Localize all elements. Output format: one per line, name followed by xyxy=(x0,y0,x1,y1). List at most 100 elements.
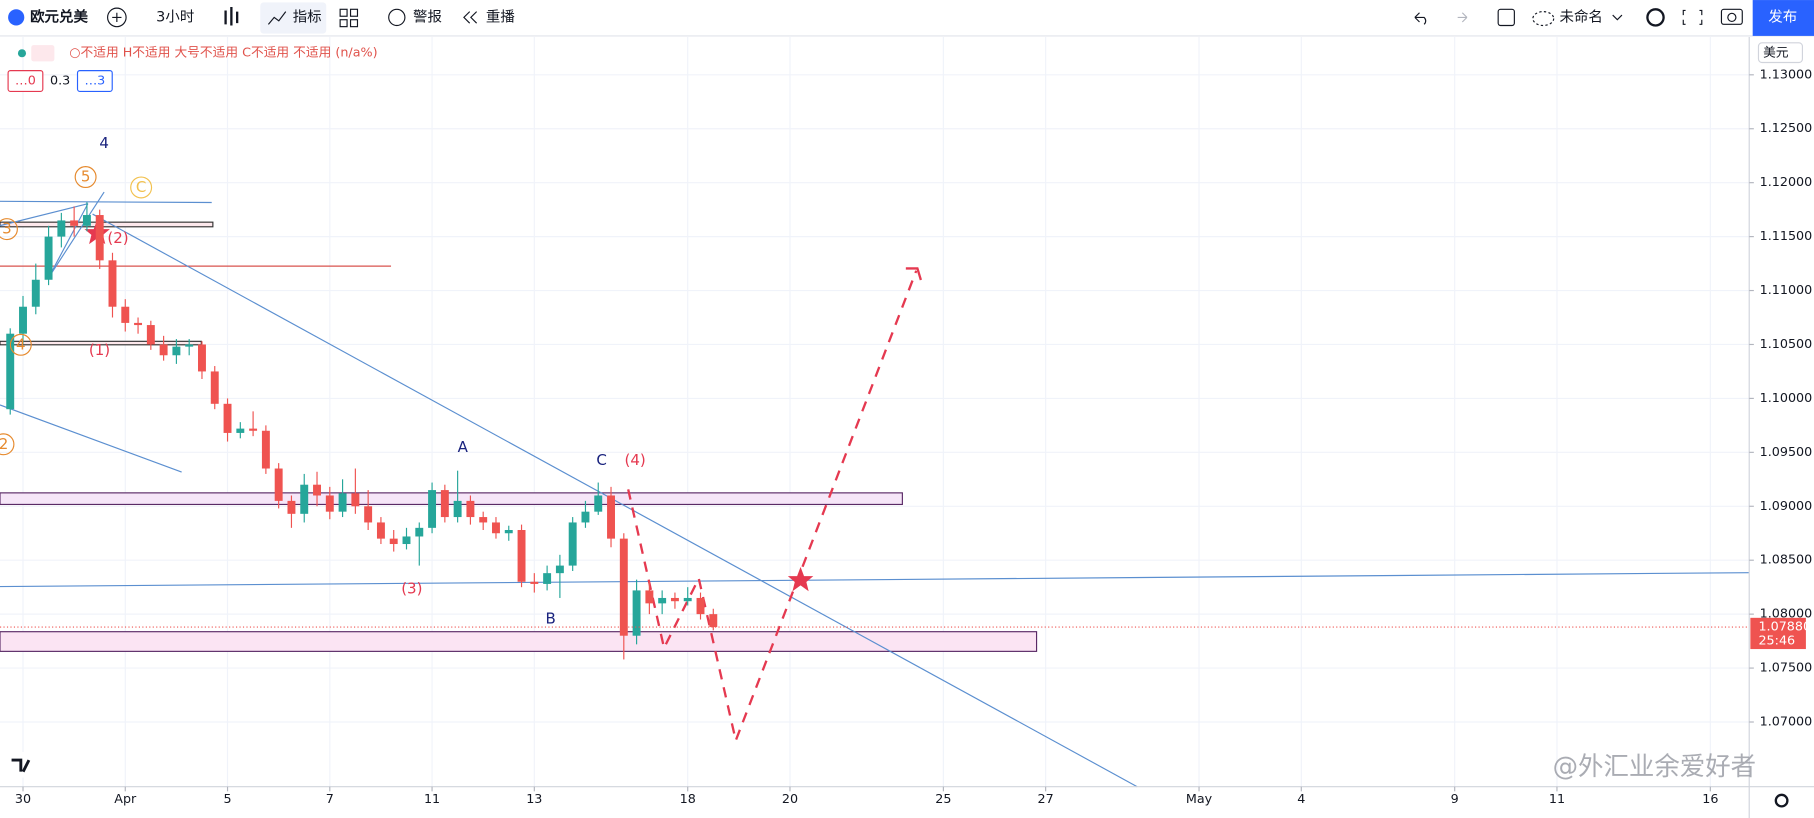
input-box[interactable] xyxy=(76,70,113,93)
candle-body xyxy=(249,428,258,431)
replay[interactable]: 重播 xyxy=(486,8,515,25)
fullscreen[interactable] xyxy=(1682,9,1703,25)
candle-body xyxy=(530,581,539,584)
indicators-icon xyxy=(267,11,287,25)
wave-label: (2) xyxy=(107,229,128,247)
candle-body xyxy=(594,495,603,512)
candle-body xyxy=(300,484,309,514)
candle-body xyxy=(428,490,437,528)
candle-body xyxy=(440,490,449,518)
y-tick-label: 1.12000 xyxy=(1760,174,1813,189)
candle-body xyxy=(185,344,194,347)
dropdown[interactable] xyxy=(1612,14,1623,21)
wave-circle xyxy=(9,333,32,356)
unit-button[interactable] xyxy=(1757,42,1804,64)
symbol[interactable]: 欧元兑美 xyxy=(30,7,88,25)
wave-circle xyxy=(130,176,153,199)
legend: ○不适用 H不适用 大号不适用 C不适用 不适用 (n/a%) …0 0.3 …… xyxy=(7,45,378,93)
alert[interactable]: 警报 xyxy=(413,8,442,25)
candle-body xyxy=(351,493,360,507)
chart-type[interactable] xyxy=(224,6,239,26)
zone xyxy=(0,492,903,506)
axes: 1.07000 1.07500 1.08000 1.08500 1.09000 1.095… xyxy=(0,66,1812,806)
candle-body xyxy=(504,530,513,534)
candle-body xyxy=(517,530,526,582)
status-dot xyxy=(17,49,27,58)
candle-body xyxy=(415,527,424,537)
x-tick-label: 20 xyxy=(782,791,798,806)
publish[interactable]: 发布 xyxy=(1768,8,1797,25)
wave-label: 5 xyxy=(81,168,91,186)
trend-line xyxy=(0,200,212,204)
candle-body xyxy=(95,215,104,261)
snapshot[interactable] xyxy=(1720,8,1743,25)
last-price-label: 1.07880 xyxy=(1758,619,1811,634)
indicators[interactable]: 指标 xyxy=(293,8,322,25)
axis-settings[interactable] xyxy=(1774,793,1789,808)
zone xyxy=(0,631,1038,652)
candle-body xyxy=(658,597,667,604)
wave-label: C xyxy=(136,178,147,196)
wave-circle xyxy=(0,218,18,241)
candle-body xyxy=(134,322,143,326)
layout-icon[interactable] xyxy=(339,8,348,17)
y-tick-label: 1.08500 xyxy=(1760,552,1813,567)
x-tick-label: 18 xyxy=(680,791,696,806)
wave-label: (4) xyxy=(624,451,645,469)
interval[interactable]: 3小时 xyxy=(156,8,194,25)
input-value: 0.3 xyxy=(50,73,70,88)
wave-label: 2 xyxy=(0,435,8,453)
symbol-icon[interactable] xyxy=(8,9,25,26)
y-tick-label: 1.07500 xyxy=(1760,660,1813,675)
candle-body xyxy=(6,333,15,410)
candle-body xyxy=(632,590,641,636)
watermark: @外汇业余爱好者 xyxy=(1553,752,1757,782)
input-box[interactable] xyxy=(7,70,44,93)
candle-body xyxy=(453,500,462,518)
candle-body xyxy=(581,511,590,523)
input-value[interactable]: …3 xyxy=(84,73,105,88)
candle-body xyxy=(159,344,168,356)
y-tick-label: 1.10000 xyxy=(1760,390,1813,405)
redo[interactable] xyxy=(1457,12,1468,23)
plus xyxy=(112,12,122,23)
x-tick-label: 7 xyxy=(326,791,334,806)
add-symbol[interactable] xyxy=(107,7,127,28)
logo[interactable] xyxy=(11,758,31,773)
candle-body xyxy=(236,428,245,433)
candle-body xyxy=(492,522,500,534)
candles xyxy=(6,202,718,660)
candle-body xyxy=(172,346,181,356)
trend-line xyxy=(48,203,89,278)
input-value[interactable]: …0 xyxy=(15,73,36,88)
candle-body xyxy=(313,484,321,496)
publish-button[interactable] xyxy=(1752,0,1814,36)
unit-label[interactable]: 美元 xyxy=(1763,45,1789,60)
fullscreen-box[interactable] xyxy=(1497,8,1515,27)
trend-line xyxy=(0,572,1750,588)
candle-body xyxy=(198,344,206,372)
replay-icon[interactable] xyxy=(463,11,478,24)
zone xyxy=(0,340,202,346)
candle-body xyxy=(670,597,679,602)
candle-body xyxy=(607,495,615,539)
settings[interactable] xyxy=(1646,8,1665,27)
layout-name[interactable]: 未命名 xyxy=(1559,7,1602,25)
grid xyxy=(0,37,1750,787)
candle-body xyxy=(364,506,373,523)
toolbar: 欧元兑美 3小时 指标 警报 重播 未命名 发布 xyxy=(0,0,1814,37)
y-tick-label: 1.11000 xyxy=(1760,282,1813,297)
layout-icon xyxy=(339,19,348,28)
cloud-icon[interactable] xyxy=(1532,11,1555,27)
undo[interactable] xyxy=(1414,12,1427,25)
y-tick-label: 1.09500 xyxy=(1760,444,1813,459)
candle-body xyxy=(287,500,296,514)
trend-line xyxy=(0,404,182,473)
candle-body xyxy=(223,403,232,433)
y-tick-label: 1.13000 xyxy=(1760,66,1813,81)
alert-icon[interactable] xyxy=(388,8,406,27)
indicators-bg[interactable] xyxy=(260,2,327,34)
star xyxy=(787,566,814,592)
